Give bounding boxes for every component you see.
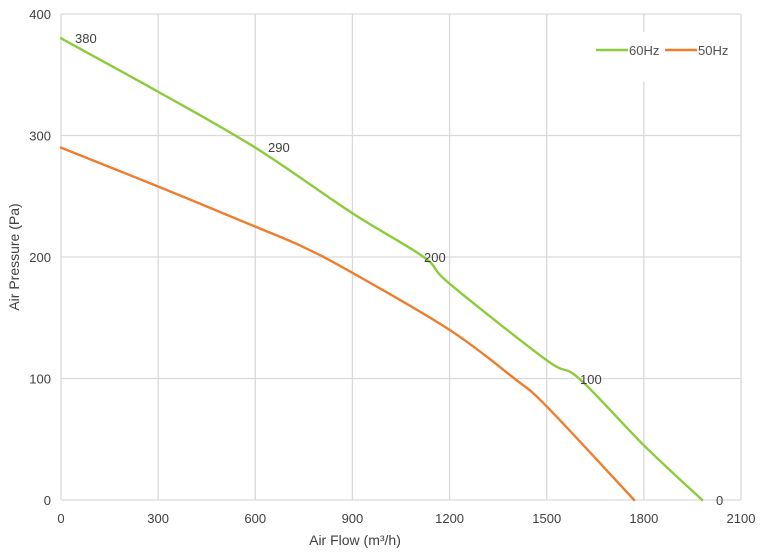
data-series bbox=[59, 37, 704, 502]
x-axis-title: Air Flow (m³/h) bbox=[309, 532, 401, 548]
x-tick-label: 1500 bbox=[532, 511, 561, 526]
x-tick-label: 900 bbox=[342, 511, 364, 526]
y-tick-label: 300 bbox=[29, 129, 51, 144]
point-labels: 380 290 200 100 0 bbox=[75, 31, 723, 508]
data-point-label: 0 bbox=[716, 493, 723, 508]
x-tick-label: 2100 bbox=[727, 511, 756, 526]
y-tick-label: 200 bbox=[29, 250, 51, 265]
series-line-50hz bbox=[59, 146, 636, 502]
legend-label-50hz: 50Hz bbox=[698, 43, 728, 58]
x-tick-label: 1800 bbox=[629, 511, 658, 526]
series-line-60hz bbox=[59, 37, 704, 502]
grid-lines bbox=[60, 13, 742, 501]
x-tick-label: 300 bbox=[147, 511, 169, 526]
y-tick-label: 0 bbox=[44, 493, 51, 508]
y-axis-title: Air Pressure (Pa) bbox=[6, 203, 22, 310]
legend: 60Hz 50Hz bbox=[596, 43, 728, 58]
axes: 0 300 600 900 1200 1500 1800 2100 0 100 200 300 400 bbox=[29, 7, 755, 526]
legend-label-60hz: 60Hz bbox=[629, 43, 659, 58]
y-tick-label: 100 bbox=[29, 372, 51, 387]
data-point-label: 290 bbox=[268, 140, 290, 155]
data-point-label: 100 bbox=[580, 372, 602, 387]
x-tick-label: 1200 bbox=[435, 511, 464, 526]
data-point-label: 200 bbox=[424, 250, 446, 265]
data-point-label: 380 bbox=[75, 31, 97, 46]
x-tick-label: 600 bbox=[244, 511, 266, 526]
x-tick-label: 0 bbox=[57, 511, 64, 526]
y-tick-label: 400 bbox=[29, 7, 51, 22]
